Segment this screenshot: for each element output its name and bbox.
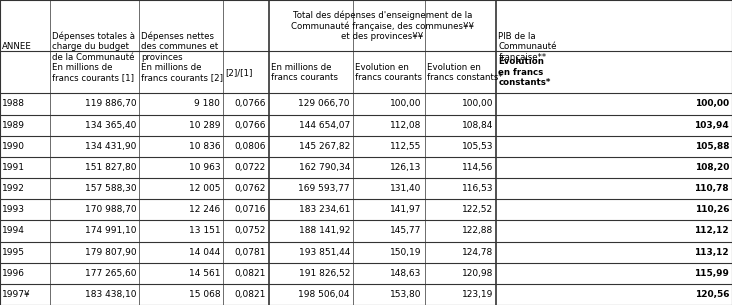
Text: 100,00: 100,00 xyxy=(462,99,493,109)
Text: PIB de la
Communauté
française**: PIB de la Communauté française** xyxy=(498,32,557,62)
Text: 112,12: 112,12 xyxy=(695,226,729,235)
Text: 0,0762: 0,0762 xyxy=(234,184,266,193)
Text: 1996: 1996 xyxy=(2,269,25,278)
Text: 129 066,70: 129 066,70 xyxy=(299,99,350,109)
Text: 153,80: 153,80 xyxy=(390,290,422,299)
Text: Dépenses totales à
charge du budget
de la Communauté: Dépenses totales à charge du budget de l… xyxy=(52,31,135,62)
Text: 131,40: 131,40 xyxy=(390,184,422,193)
Text: 108,84: 108,84 xyxy=(462,120,493,130)
Text: 112,08: 112,08 xyxy=(390,120,422,130)
Text: Evolution
en francs
constants*: Evolution en francs constants* xyxy=(498,57,551,87)
Text: 110,78: 110,78 xyxy=(695,184,729,193)
Text: 14 044: 14 044 xyxy=(189,248,220,257)
Text: 14 561: 14 561 xyxy=(189,269,220,278)
Text: 170 988,70: 170 988,70 xyxy=(84,205,136,214)
Text: 198 506,04: 198 506,04 xyxy=(299,290,350,299)
Text: 112,55: 112,55 xyxy=(390,142,422,151)
Text: 193 851,44: 193 851,44 xyxy=(299,248,350,257)
Text: 1995: 1995 xyxy=(2,248,25,257)
Text: 116,53: 116,53 xyxy=(462,184,493,193)
Text: 1990: 1990 xyxy=(2,142,25,151)
Text: 10 963: 10 963 xyxy=(189,163,220,172)
Text: 122,88: 122,88 xyxy=(462,226,493,235)
Text: 144 654,07: 144 654,07 xyxy=(299,120,350,130)
Text: 0,0752: 0,0752 xyxy=(234,226,266,235)
Text: 105,53: 105,53 xyxy=(462,142,493,151)
Text: 134 365,40: 134 365,40 xyxy=(85,120,136,130)
Text: 179 807,90: 179 807,90 xyxy=(84,248,136,257)
Text: 0,0821: 0,0821 xyxy=(234,290,266,299)
Text: 148,63: 148,63 xyxy=(390,269,422,278)
Text: Dépenses nettes
des communes et
provinces: Dépenses nettes des communes et province… xyxy=(141,31,219,62)
Text: 122,52: 122,52 xyxy=(462,205,493,214)
Text: Total des dépenses d'enseignement de la
Communauté française, des communes¥¥
et : Total des dépenses d'enseignement de la … xyxy=(291,10,474,41)
Text: 10 836: 10 836 xyxy=(189,142,220,151)
Text: 100,00: 100,00 xyxy=(390,99,422,109)
Text: Evolution en
francs constants*: Evolution en francs constants* xyxy=(427,63,502,82)
Text: 157 588,30: 157 588,30 xyxy=(84,184,136,193)
Text: 1993: 1993 xyxy=(2,205,25,214)
Text: 0,0716: 0,0716 xyxy=(234,205,266,214)
Text: [2]/[1]: [2]/[1] xyxy=(225,68,253,77)
Text: 12 246: 12 246 xyxy=(189,205,220,214)
Text: 10 289: 10 289 xyxy=(189,120,220,130)
Text: 162 790,34: 162 790,34 xyxy=(299,163,350,172)
Text: 174 991,10: 174 991,10 xyxy=(85,226,136,235)
Text: 141,97: 141,97 xyxy=(390,205,422,214)
Text: 177 265,60: 177 265,60 xyxy=(85,269,136,278)
Text: 151 827,80: 151 827,80 xyxy=(85,163,136,172)
Text: 0,0722: 0,0722 xyxy=(234,163,266,172)
Text: 108,20: 108,20 xyxy=(695,163,729,172)
Text: 126,13: 126,13 xyxy=(390,163,422,172)
Text: 0,0766: 0,0766 xyxy=(234,99,266,109)
Text: 120,56: 120,56 xyxy=(695,290,729,299)
Text: En millions de
francs courants: En millions de francs courants xyxy=(271,63,338,82)
Text: 120,98: 120,98 xyxy=(462,269,493,278)
Text: 183 234,61: 183 234,61 xyxy=(299,205,350,214)
Text: En millions de
francs courants [1]: En millions de francs courants [1] xyxy=(52,63,134,82)
Text: 1997¥: 1997¥ xyxy=(2,290,31,299)
Text: 150,19: 150,19 xyxy=(390,248,422,257)
Text: 145,77: 145,77 xyxy=(390,226,422,235)
Text: 1988: 1988 xyxy=(2,99,25,109)
Text: 1991: 1991 xyxy=(2,163,25,172)
Text: 188 141,92: 188 141,92 xyxy=(299,226,350,235)
Text: 1992: 1992 xyxy=(2,184,25,193)
Text: 191 826,52: 191 826,52 xyxy=(299,269,350,278)
Text: ANNEE: ANNEE xyxy=(2,42,32,51)
Text: 113,12: 113,12 xyxy=(695,248,729,257)
Text: 100,00: 100,00 xyxy=(695,99,729,109)
Text: 169 593,77: 169 593,77 xyxy=(298,184,350,193)
Text: Evolution en
francs courants: Evolution en francs courants xyxy=(355,63,422,82)
Text: En millions de
francs courants [2]: En millions de francs courants [2] xyxy=(141,63,223,82)
Text: 1989: 1989 xyxy=(2,120,25,130)
Text: 0,0766: 0,0766 xyxy=(234,120,266,130)
Text: 145 267,82: 145 267,82 xyxy=(299,142,350,151)
Text: 13 151: 13 151 xyxy=(189,226,220,235)
Text: 110,26: 110,26 xyxy=(695,205,729,214)
Text: 105,88: 105,88 xyxy=(695,142,729,151)
Text: 134 431,90: 134 431,90 xyxy=(85,142,136,151)
Text: 0,0806: 0,0806 xyxy=(234,142,266,151)
Text: 124,78: 124,78 xyxy=(462,248,493,257)
Text: 0,0821: 0,0821 xyxy=(234,269,266,278)
Text: 15 068: 15 068 xyxy=(189,290,220,299)
Text: 115,99: 115,99 xyxy=(694,269,729,278)
Text: 1994: 1994 xyxy=(2,226,25,235)
Text: 9 180: 9 180 xyxy=(195,99,220,109)
Text: 0,0781: 0,0781 xyxy=(234,248,266,257)
Text: 114,56: 114,56 xyxy=(462,163,493,172)
Text: 103,94: 103,94 xyxy=(695,120,729,130)
Text: 119 886,70: 119 886,70 xyxy=(84,99,136,109)
Text: 12 005: 12 005 xyxy=(189,184,220,193)
Text: 183 438,10: 183 438,10 xyxy=(85,290,136,299)
Text: 123,19: 123,19 xyxy=(462,290,493,299)
